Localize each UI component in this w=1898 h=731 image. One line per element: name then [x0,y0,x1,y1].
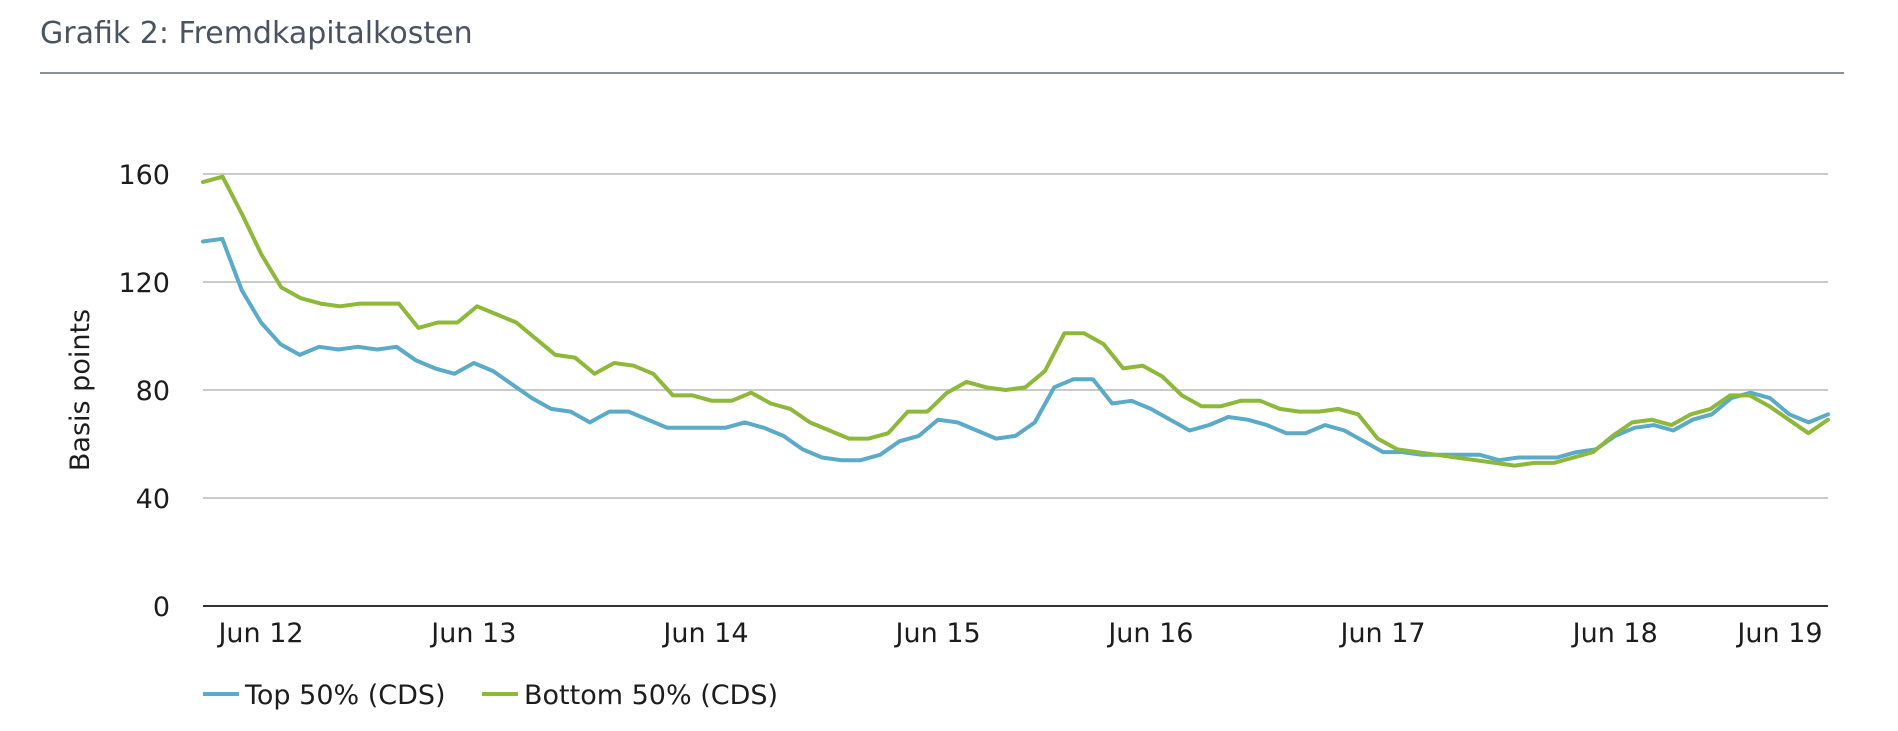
title-divider [40,72,1844,74]
x-tick-label: Jun 12 [216,618,303,649]
x-tick-label: Jun 13 [429,618,516,649]
legend-label: Top 50% (CDS) [244,680,446,711]
y-tick-label: 160 [118,160,170,191]
y-tick-label: 120 [118,268,170,299]
y-tick-label: 40 [136,484,170,515]
series-line-top-50 [201,236,1830,463]
x-tick-label: Jun 16 [1106,618,1193,649]
x-tick-label: Jun 17 [1338,618,1425,649]
x-tick-label: Jun 15 [894,618,981,649]
x-tick-label: Jun 18 [1571,618,1658,649]
series-line-bottom-50 [201,174,1830,468]
y-tick-label: 0 [153,592,170,623]
y-tick-label: 80 [136,376,170,407]
y-axis-title: Basis points [65,309,96,471]
x-tick-label: Jun 19 [1735,618,1822,649]
chart-title: Grafik 2: Fremdkapitalkosten [40,16,473,51]
x-tick-label: Jun 14 [661,618,748,649]
legend-label: Bottom 50% (CDS) [524,680,778,711]
